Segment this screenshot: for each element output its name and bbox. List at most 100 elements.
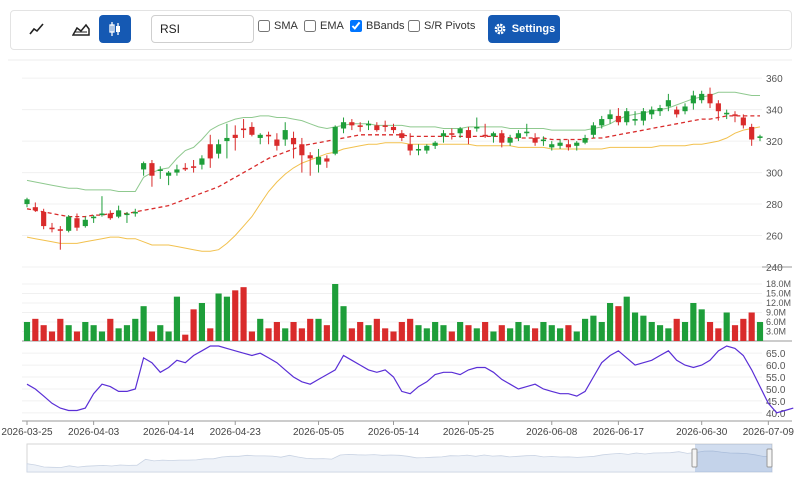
candle-body — [374, 125, 380, 131]
volume-bar — [606, 303, 614, 341]
volume-bar — [573, 331, 580, 341]
candle-body — [157, 169, 163, 171]
sma-label: SMA — [274, 20, 298, 32]
candle-body — [124, 213, 130, 216]
sr-pivots-checkbox[interactable]: S/R Pivots — [408, 20, 475, 32]
settings-button[interactable]: Settings — [488, 15, 560, 43]
area-chart-button[interactable] — [65, 15, 97, 43]
candle-body — [24, 199, 30, 205]
volume-bar — [415, 325, 422, 341]
sr-pivots-checkbox-box[interactable] — [408, 20, 420, 32]
sma-checkbox-box[interactable] — [258, 20, 270, 32]
ema-checkbox[interactable]: EMA — [304, 20, 344, 32]
bbands-checkbox[interactable]: BBands — [350, 20, 405, 32]
price-tick-label: 260 — [766, 232, 783, 243]
candle-body — [307, 155, 313, 159]
volume-bar — [756, 322, 764, 341]
rsi-tick-label: 40.0 — [766, 409, 786, 420]
candle-body — [749, 126, 755, 140]
volume-bar — [365, 325, 372, 341]
candle-body — [74, 218, 80, 228]
volume-bar — [207, 328, 214, 341]
x-tick-label: 2026-05-14 — [368, 427, 420, 438]
bollinger-lower-band — [26, 126, 761, 252]
volume-bar — [307, 318, 314, 341]
line-chart-icon — [29, 23, 44, 35]
volume-bar — [673, 318, 680, 341]
volume-bar — [665, 328, 672, 341]
volume-bar — [65, 325, 72, 341]
ema-checkbox-box[interactable] — [304, 20, 316, 32]
volume-bar — [265, 328, 272, 341]
volume-tick-label: 12.0M — [766, 298, 791, 308]
volume-bar — [173, 296, 181, 341]
candle-body — [632, 119, 638, 121]
volume-bar — [440, 325, 447, 341]
volume-bar — [48, 331, 56, 341]
sma-checkbox[interactable]: SMA — [258, 20, 298, 32]
candle-body — [649, 109, 655, 115]
candle-body — [66, 216, 72, 231]
volume-bar — [132, 318, 139, 341]
candle-body — [315, 156, 322, 165]
volume-bar — [648, 322, 655, 341]
volume-bar — [73, 331, 81, 341]
chart-toolbar: SMA EMA BBands S/R Pivots Settings — [10, 10, 792, 50]
volume-bar — [623, 296, 630, 341]
x-tick-label: 2026-06-17 — [593, 427, 645, 438]
volume-bar — [332, 284, 339, 341]
volume-bar — [532, 328, 539, 341]
volume-tick-label: 3.0M — [766, 327, 786, 337]
price-tick-label: 280 — [766, 200, 783, 211]
candle-body — [640, 111, 646, 121]
volume-bar — [723, 312, 730, 341]
candle-body — [607, 114, 613, 120]
candle-body — [390, 126, 397, 131]
volume-bar — [165, 331, 172, 341]
candle-body — [449, 133, 455, 135]
volume-bar — [182, 334, 189, 341]
volume-bar — [57, 318, 64, 341]
volume-bar — [23, 322, 31, 341]
line-chart-button[interactable] — [21, 15, 53, 43]
volume-bar — [282, 328, 289, 341]
candle-body — [574, 142, 580, 146]
volume-bar — [515, 322, 522, 341]
volume-bar — [248, 331, 255, 341]
candle-body — [349, 122, 355, 126]
volume-bar — [390, 331, 397, 341]
volume-bar — [257, 318, 264, 341]
volume-bar — [123, 325, 131, 341]
candle-body — [757, 136, 763, 138]
candle-body — [440, 133, 447, 137]
volume-bar — [540, 322, 547, 341]
candle-body — [207, 144, 213, 159]
volume-bar — [348, 328, 355, 341]
volume-bar — [140, 306, 147, 341]
candle-body — [699, 93, 705, 101]
candle-body — [116, 210, 122, 217]
x-tick-label: 2026-05-25 — [443, 427, 495, 438]
navigator-right-handle[interactable] — [766, 448, 773, 468]
volume-bar — [315, 318, 322, 341]
bbands-label: BBands — [366, 20, 405, 32]
volume-bar — [273, 322, 280, 341]
candle-body — [107, 213, 113, 219]
navigator-selected-range — [695, 444, 772, 472]
candle-body — [299, 144, 305, 156]
bbands-checkbox-box[interactable] — [350, 20, 362, 32]
indicator-input[interactable] — [151, 15, 254, 43]
navigator-left-handle[interactable] — [691, 448, 698, 468]
price-tick-label: 300 — [766, 169, 783, 180]
candle-body — [599, 119, 605, 126]
sr-pivots-label: S/R Pivots — [424, 20, 476, 32]
volume-bar — [448, 331, 455, 341]
volume-bar — [98, 331, 106, 341]
rsi-tick-label: 50.0 — [766, 385, 786, 396]
rsi-tick-label: 45.0 — [766, 397, 786, 408]
candlestick-chart-button[interactable] — [99, 15, 131, 43]
candle-body — [615, 115, 621, 123]
candle-body — [432, 142, 438, 146]
volume-bar — [490, 331, 497, 341]
volume-bar — [748, 312, 755, 341]
